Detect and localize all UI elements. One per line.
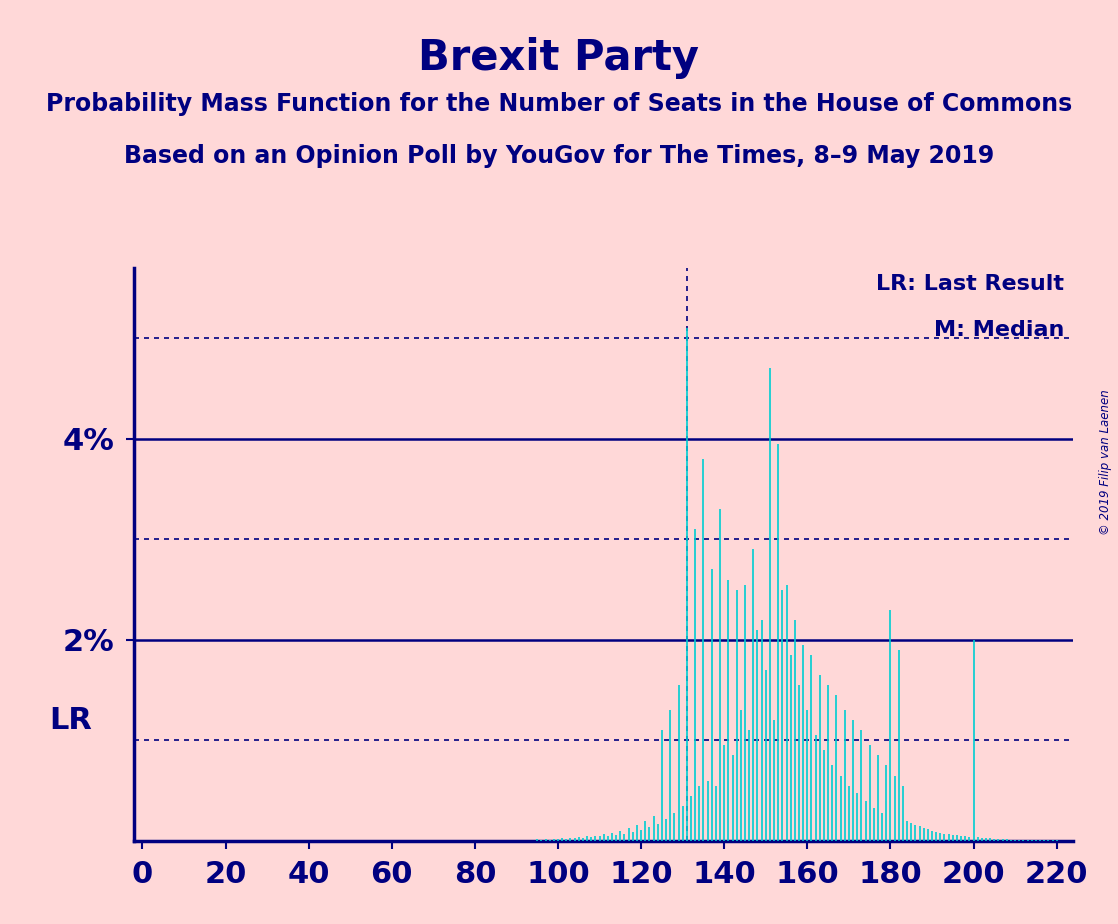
Text: Brexit Party: Brexit Party — [418, 37, 700, 79]
Text: Based on an Opinion Poll by YouGov for The Times, 8–9 May 2019: Based on an Opinion Poll by YouGov for T… — [124, 144, 994, 168]
Text: © 2019 Filip van Laenen: © 2019 Filip van Laenen — [1099, 389, 1112, 535]
Text: LR: LR — [49, 706, 93, 735]
Text: LR: Last Result: LR: Last Result — [875, 274, 1064, 294]
Text: M: Median: M: Median — [934, 320, 1064, 339]
Text: Probability Mass Function for the Number of Seats in the House of Commons: Probability Mass Function for the Number… — [46, 92, 1072, 116]
